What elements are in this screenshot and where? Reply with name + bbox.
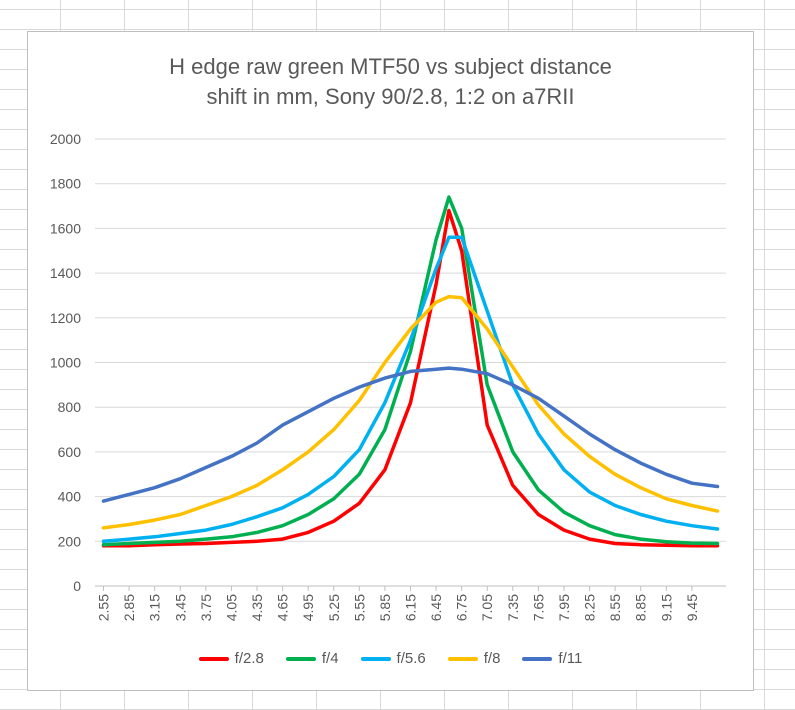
y-tick-label: 1600: [50, 220, 81, 236]
legend-swatch: [522, 656, 553, 661]
x-tick-label: 3.15: [147, 594, 163, 621]
chart-title-line-2: shift in mm, Sony 90/2.8, 1:2 on a7RII: [206, 84, 575, 109]
y-tick-label: 2000: [50, 131, 81, 147]
x-tick-label: 2.55: [96, 594, 112, 621]
legend-label: f/2.8: [234, 650, 264, 667]
legend-item: f/2.8: [198, 650, 264, 667]
series-line: [101, 235, 720, 544]
x-tick-label: 9.45: [684, 594, 700, 621]
series-line: [101, 195, 720, 547]
x-tick-label: 7.95: [556, 594, 572, 621]
legend-swatch: [198, 656, 229, 661]
x-tick-label: 7.65: [530, 594, 546, 621]
legend-swatch: [360, 656, 391, 661]
series-line: [101, 294, 720, 530]
series-line: [101, 208, 720, 548]
y-tick-label: 800: [58, 399, 82, 415]
series-line: [101, 366, 720, 503]
x-tick-label: 3.75: [198, 594, 214, 621]
x-tick-label: 2.85: [121, 594, 137, 621]
y-tick-label: 1200: [50, 310, 81, 326]
y-tick-label: 1400: [50, 265, 81, 281]
legend-item: f/4: [285, 650, 339, 667]
x-tick-label: 9.15: [658, 594, 674, 621]
legend-swatch: [285, 656, 316, 661]
y-tick-label: 0: [73, 578, 81, 594]
legend: f/2.8 f/4 f/5.6 f/8 f/11: [28, 650, 753, 667]
legend-label: f/5.6: [396, 650, 426, 667]
y-tick-label: 400: [58, 489, 82, 505]
x-tick-label: 8.85: [633, 594, 649, 621]
plot-area: 0 200 400 600 800 1000 1200 1400 1600 1800 2000 2.5…: [50, 131, 726, 621]
legend-label: f/11: [558, 650, 583, 667]
legend-item: f/8: [447, 650, 501, 667]
x-tick-label: 3.45: [172, 594, 188, 621]
chart-title: H edge raw green MTF50 vs subject distan…: [28, 52, 753, 112]
y-tick-label: 1000: [50, 355, 81, 371]
x-tick-label: 5.85: [377, 594, 393, 621]
x-tick-label: 5.55: [351, 594, 367, 621]
x-tick-label: 4.05: [223, 594, 239, 621]
chart-title-line-1: H edge raw green MTF50 vs subject distan…: [169, 54, 612, 79]
x-tick-label: 8.25: [582, 594, 598, 621]
legend-label: f/4: [321, 650, 339, 667]
x-tick-label: 5.25: [326, 594, 342, 621]
chart-area[interactable]: H edge raw green MTF50 vs subject distan…: [27, 31, 754, 691]
legend-item: f/11: [522, 650, 582, 667]
x-tick-label: 4.95: [300, 594, 316, 621]
y-tick-label: 200: [58, 533, 82, 549]
x-tick-label: 6.75: [454, 594, 470, 621]
y-tick-label: 1800: [50, 176, 81, 192]
x-tick-label: 4.65: [275, 594, 291, 621]
x-tick-label: 6.45: [428, 594, 444, 621]
x-tick-label: 6.15: [403, 594, 419, 621]
legend-item: f/5.6: [360, 650, 426, 667]
legend-swatch: [447, 656, 478, 661]
x-tick-label: 8.55: [607, 594, 623, 621]
y-tick-label: 600: [58, 444, 82, 460]
x-tick-label: 7.35: [505, 594, 521, 621]
x-tick-label: 7.05: [479, 594, 495, 621]
x-tick-label: 4.35: [249, 594, 265, 621]
legend-label: f/8: [483, 650, 501, 667]
